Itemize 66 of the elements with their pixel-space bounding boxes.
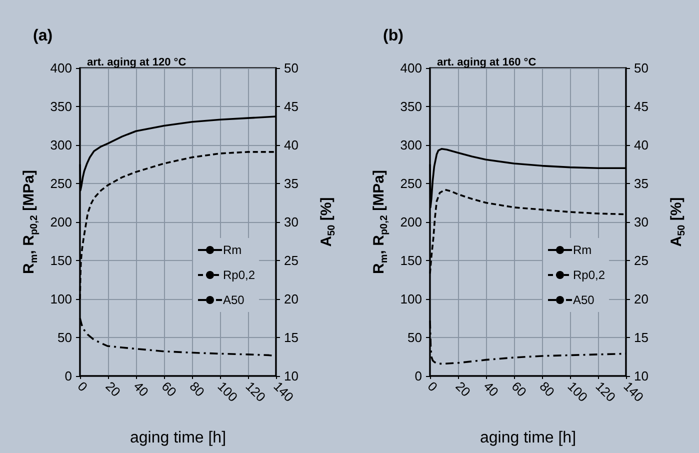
- y2-tick-label: 35: [284, 176, 298, 191]
- y2-tick-label: 40: [634, 138, 648, 152]
- y2-tick-label: 40: [284, 138, 298, 152]
- y-tick-label: 50: [408, 330, 422, 345]
- y2-tick-label: 15: [634, 330, 648, 345]
- y2-tick-label: 10: [284, 368, 298, 384]
- y2-tick-label: 45: [634, 99, 648, 114]
- y2-axis-title: A50 [%]: [668, 197, 688, 247]
- chart-title: (a): [33, 28, 53, 44]
- x-tick-label: 100: [564, 378, 591, 405]
- x-tick-label: 40: [480, 378, 502, 400]
- y-tick-label: 300: [400, 138, 422, 152]
- y2-tick-label: 35: [634, 176, 648, 191]
- x-tick-label: 100: [214, 378, 241, 405]
- y-tick-label: 350: [400, 99, 422, 114]
- y-tick-label: 0: [64, 368, 72, 384]
- y2-tick-label: 25: [634, 253, 648, 268]
- x-tick-label: 120: [592, 378, 619, 405]
- y-tick-label: 0: [414, 368, 422, 384]
- y2-tick-label: 20: [284, 292, 298, 306]
- legend-label: Rp0,2: [573, 268, 606, 282]
- y-tick-label: 150: [50, 253, 72, 268]
- legend-label: Rp0,2: [223, 268, 256, 282]
- y-tick-label: 350: [50, 99, 72, 114]
- y2-tick-label: 25: [284, 253, 298, 268]
- y-tick-label: 200: [50, 214, 72, 230]
- x-tick-label: 20: [102, 378, 124, 400]
- chart-subtitle: art. aging at 160 °C: [437, 56, 536, 68]
- y-tick-label: 50: [58, 330, 72, 345]
- y-axis-title: Rm, Rp0,2 [MPa]: [20, 170, 40, 274]
- y2-tick-label: 45: [284, 99, 298, 114]
- y-tick-label: 150: [400, 253, 422, 268]
- x-tick-label: 80: [536, 378, 558, 400]
- x-tick-label: 40: [130, 378, 152, 400]
- y-tick-label: 400: [50, 60, 72, 76]
- x-axis-title: aging time [h]: [130, 430, 226, 446]
- chart-subtitle: art. aging at 120 °C: [87, 56, 186, 68]
- x-tick-label: 80: [186, 378, 208, 400]
- chart-title: (b): [383, 28, 404, 44]
- y-tick-label: 400: [400, 60, 422, 76]
- x-tick-label: 60: [158, 378, 180, 400]
- y2-tick-label: 50: [634, 60, 648, 76]
- y2-tick-label: 20: [634, 292, 648, 306]
- x-tick-label: 0: [424, 378, 440, 394]
- x-tick-label: 0: [74, 378, 90, 394]
- legend-label: A50: [223, 293, 245, 307]
- y2-axis-title: A50 [%]: [318, 197, 338, 247]
- x-tick-label: 20: [452, 378, 474, 400]
- y-tick-label: 300: [50, 138, 72, 152]
- y-axis-title: Rm, Rp0,2 [MPa]: [370, 170, 390, 274]
- legend-label: Rm: [573, 243, 592, 257]
- y-tick-label: 100: [50, 292, 72, 306]
- y2-tick-label: 50: [284, 60, 298, 76]
- y2-tick-label: 30: [634, 214, 648, 230]
- y2-tick-label: 15: [284, 330, 298, 345]
- y-tick-label: 100: [400, 292, 422, 306]
- y-tick-label: 250: [400, 176, 422, 191]
- legend-label: Rm: [223, 243, 242, 257]
- y-tick-label: 250: [50, 176, 72, 191]
- x-tick-label: 120: [242, 378, 269, 405]
- x-axis-title: aging time [h]: [480, 430, 576, 446]
- legend-label: A50: [573, 293, 595, 307]
- y2-tick-label: 10: [634, 368, 648, 384]
- x-tick-label: 60: [508, 378, 530, 400]
- y2-tick-label: 30: [284, 214, 298, 230]
- y-tick-label: 200: [400, 214, 422, 230]
